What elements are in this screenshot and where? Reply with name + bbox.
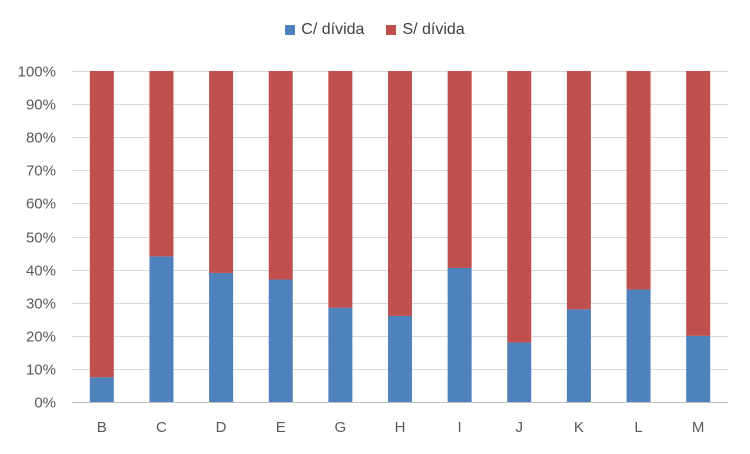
bar-c-divida (507, 342, 532, 402)
legend-swatch-s-divida (386, 25, 397, 35)
x-tick-label: C (156, 419, 167, 436)
bar-c-divida (388, 315, 412, 402)
bar-c-divida (268, 279, 293, 402)
bar-s-divida (507, 71, 532, 343)
x-tick-label: G (335, 419, 347, 436)
legend-label-s-divida: S/ dívida (402, 21, 465, 38)
bar-c-divida (566, 309, 591, 402)
x-tick-label: H (395, 419, 406, 436)
bar-s-divida (149, 71, 174, 257)
legend-item-c-divida: C/ dívida (285, 21, 364, 39)
y-tick-label: 20% (26, 329, 56, 346)
y-tick-label: 90% (26, 97, 56, 114)
bar-c-divida (626, 289, 651, 402)
x-tick-label: K (574, 419, 584, 436)
bar-s-divida (209, 71, 234, 273)
x-tick-label: B (97, 419, 107, 436)
x-tick-label: D (216, 419, 227, 436)
bar-s-divida (566, 71, 591, 310)
y-tick-label: 10% (26, 362, 56, 379)
bar-c-divida (149, 256, 174, 402)
bar-s-divida (388, 71, 412, 316)
bar-c-divida (328, 307, 353, 402)
bar-s-divida (268, 71, 293, 280)
y-tick-label: 80% (26, 130, 56, 147)
y-tick-label: 60% (26, 196, 56, 213)
bar-s-divida (89, 71, 114, 378)
x-tick-label: L (634, 419, 642, 436)
y-tick-label: 40% (26, 263, 56, 280)
bar-s-divida (447, 71, 472, 268)
x-tick-label: J (516, 419, 524, 436)
bar-c-divida (686, 335, 711, 402)
legend-swatch-c-divida (285, 25, 296, 35)
x-tick-label: E (276, 419, 286, 436)
legend-item-s-divida: S/ dívida (386, 21, 465, 39)
x-tick-label: M (692, 419, 705, 436)
bar-c-divida (447, 267, 472, 402)
bar-s-divida (328, 71, 353, 308)
chart-legend: C/ dívida S/ dívida (0, 21, 750, 39)
bar-c-divida (209, 272, 234, 402)
y-tick-label: 100% (18, 64, 56, 81)
bar-s-divida (626, 71, 651, 290)
bar-s-divida (686, 71, 711, 336)
y-tick-label: 70% (26, 163, 56, 180)
y-tick-label: 50% (26, 230, 56, 247)
y-tick-label: 30% (26, 296, 56, 313)
x-tick-label: I (458, 419, 462, 436)
legend-label-c-divida: C/ dívida (301, 21, 365, 38)
y-tick-label: 0% (34, 395, 56, 412)
bar-c-divida (89, 377, 114, 402)
